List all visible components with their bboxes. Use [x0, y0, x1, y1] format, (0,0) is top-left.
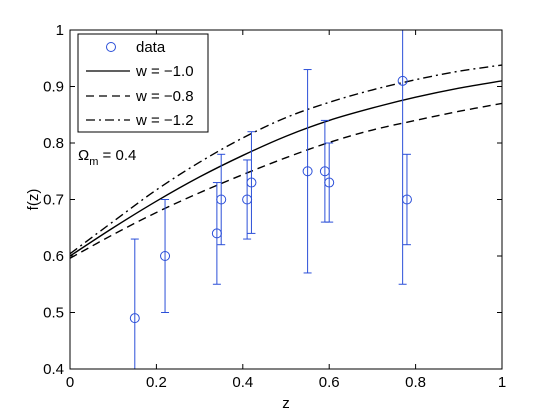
y-tick-label: 1 — [56, 22, 64, 39]
legend-label-data: data — [136, 39, 166, 56]
legend: data w = −1.0 w = −0.8 w = −1.2 — [78, 34, 208, 132]
x-axis-label: z — [282, 395, 290, 412]
y-axis-label: f(z) — [25, 189, 42, 211]
omega-subscript: m — [89, 156, 98, 168]
x-tick-label: 0.8 — [405, 374, 426, 391]
y-tick-label: 0.9 — [43, 79, 64, 96]
x-tick-label: 0.6 — [319, 374, 340, 391]
legend-label-w-1.0: w = −1.0 — [135, 63, 194, 80]
omega-value: = 0.4 — [98, 147, 136, 164]
y-tick-label: 0.7 — [43, 192, 64, 209]
x-tick-label: 0.4 — [232, 374, 253, 391]
legend-label-w-1.2: w = −1.2 — [135, 112, 194, 129]
x-tick-label: 0 — [66, 374, 74, 391]
y-tick-label: 0.6 — [43, 248, 64, 265]
y-tick-label: 0.8 — [43, 135, 64, 152]
x-tick-label: 0.2 — [146, 374, 167, 391]
y-tick-label: 0.4 — [43, 361, 64, 378]
x-tick-label: 1 — [498, 374, 506, 391]
omega-m-annotation: Ωm = 0.4 — [78, 147, 136, 168]
omega-symbol: Ω — [78, 147, 89, 164]
y-tick-label: 0.5 — [43, 305, 64, 322]
legend-label-w-0.8: w = −0.8 — [135, 88, 194, 105]
